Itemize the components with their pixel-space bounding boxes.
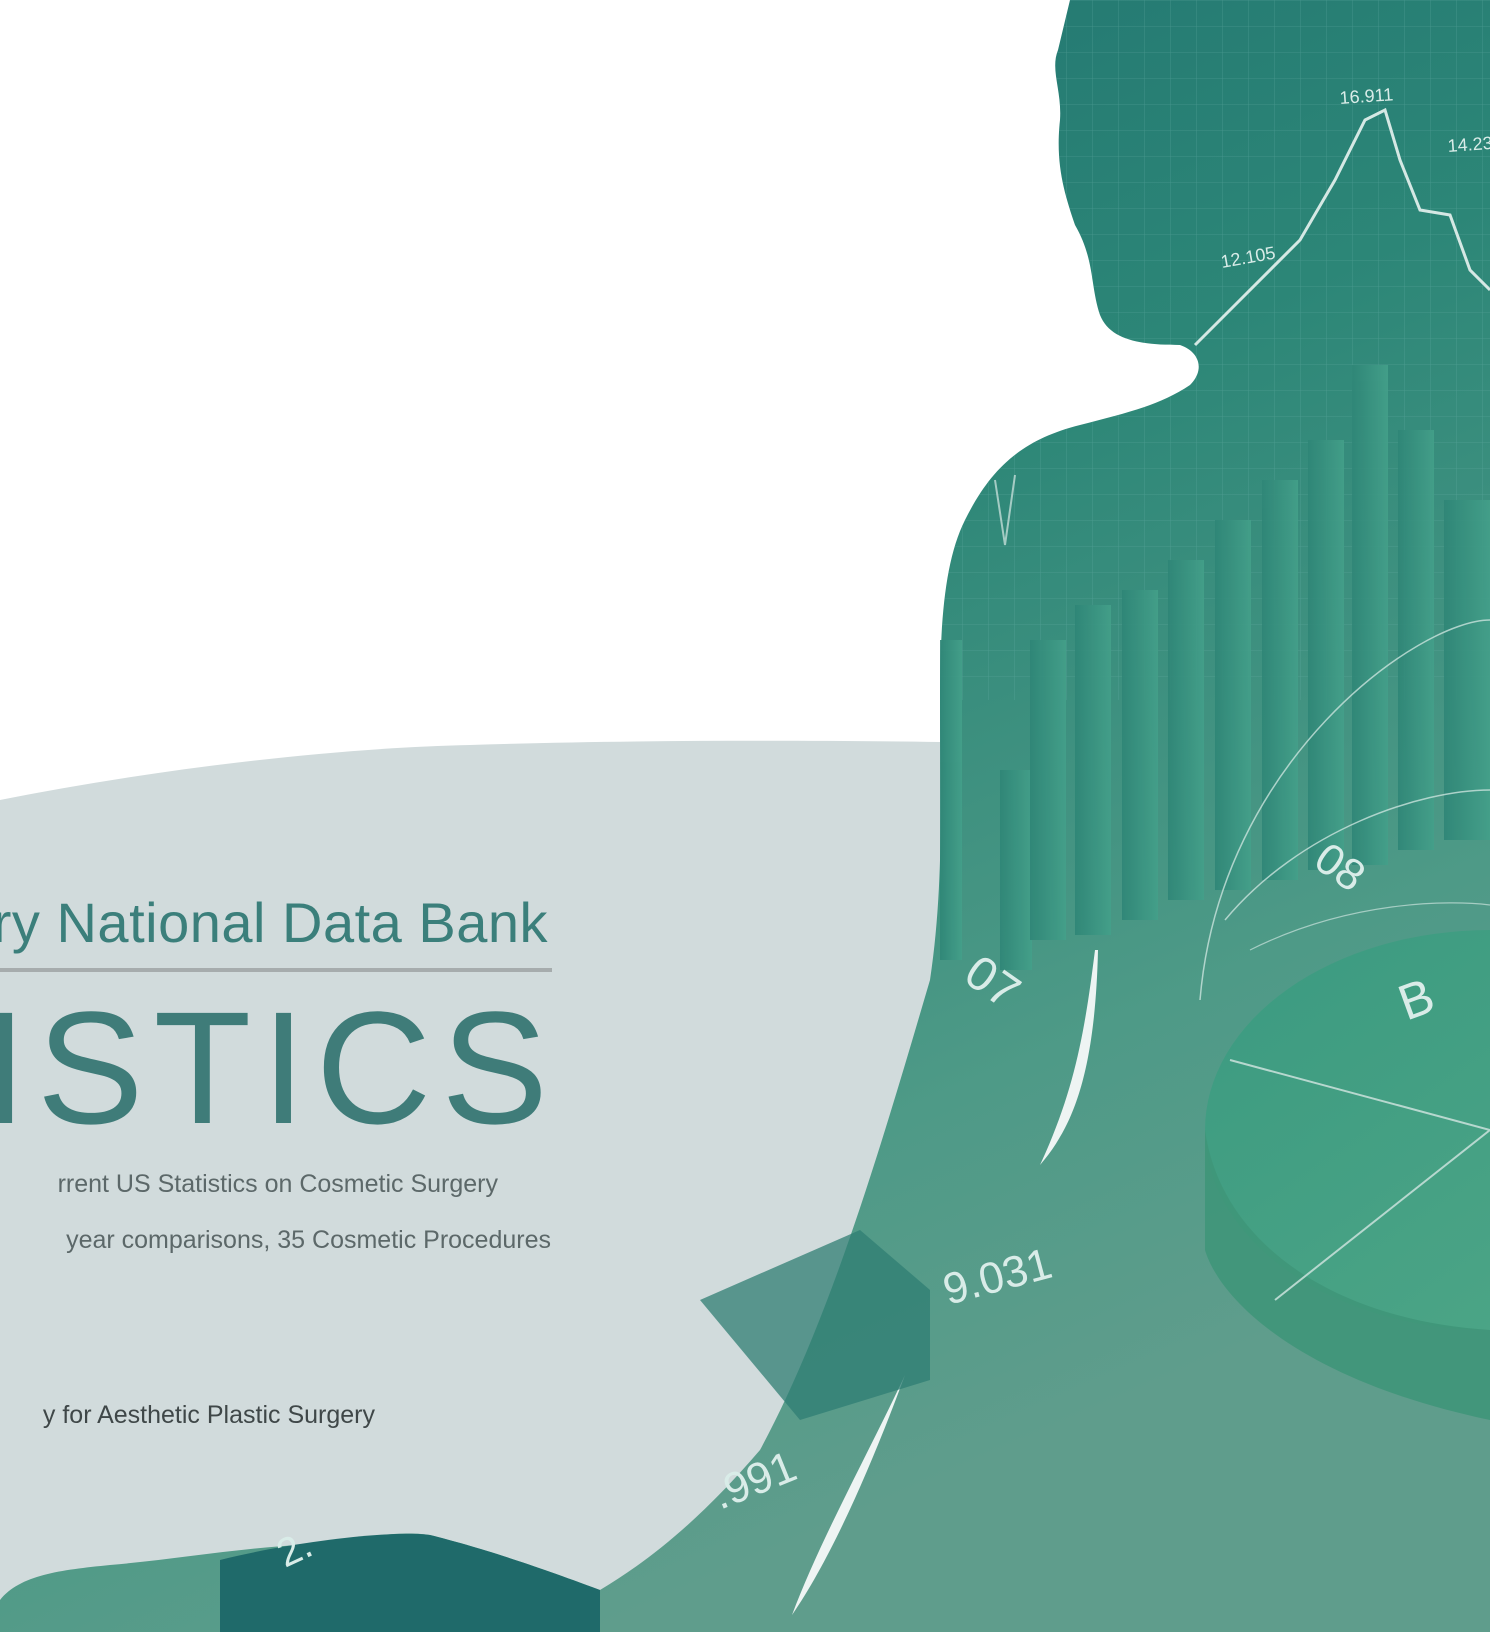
cover-title: ISTICS <box>0 978 558 1157</box>
title-rule <box>0 968 552 972</box>
background-pie <box>1199 619 1490 1420</box>
cover-publisher: y for Aesthetic Plastic Surgery <box>42 1401 375 1429</box>
background-line-chart <box>1193 107 1490 347</box>
background-bars <box>940 365 1490 970</box>
gray-panel <box>0 740 940 1632</box>
chart-label-peak-a: 16.911 <box>1339 84 1394 108</box>
swoosh-lower <box>792 1375 905 1615</box>
cover-subtitle: ry National Data Bank <box>0 891 548 954</box>
cover-description-2: year comparisons, 35 Cosmetic Procedures <box>66 1226 551 1254</box>
swoosh-upper <box>1040 950 1098 1165</box>
cover-description-1: rrent US Statistics on Cosmetic Surgery <box>57 1170 498 1198</box>
chart-label-peak-b: 14.238 <box>1447 132 1490 156</box>
